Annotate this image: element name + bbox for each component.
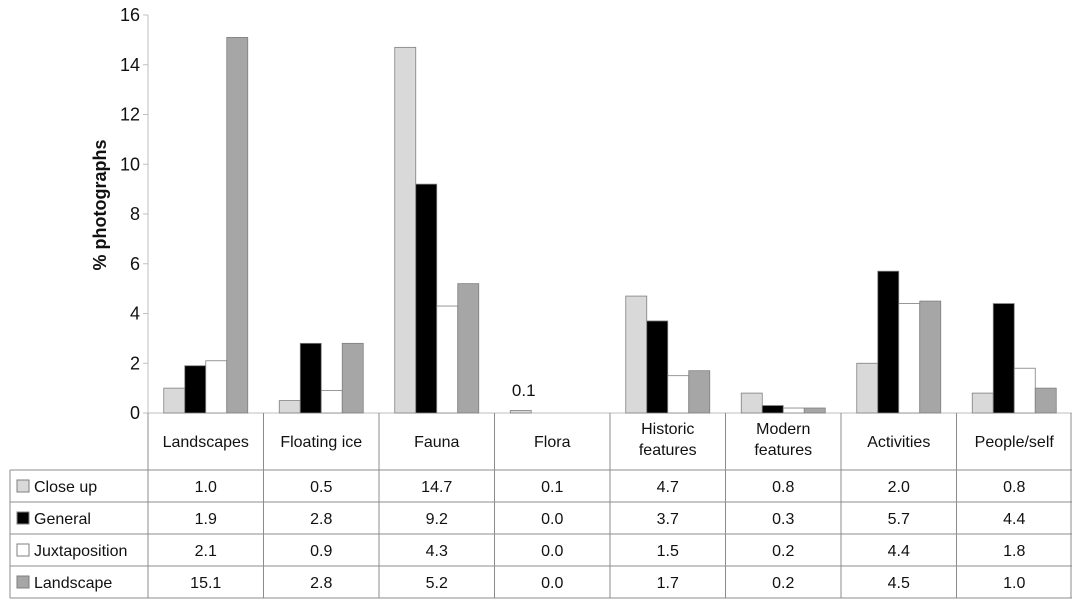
bar-general-modern-features	[761, 405, 784, 414]
legend-swatch	[16, 511, 30, 525]
table-cell: 0.0	[541, 511, 563, 528]
category-label: People/self	[975, 434, 1055, 451]
table-cell: 5.7	[888, 511, 910, 528]
table-cell: 4.7	[657, 479, 679, 496]
bar-juxtaposition-historic-features	[667, 375, 690, 414]
table-cell: 1.7	[657, 575, 679, 592]
y-tick-label: 8	[130, 204, 140, 224]
table-cell: 0.3	[772, 511, 794, 528]
bar-general-historic-features	[646, 320, 669, 414]
bar-juxtaposition-floating-ice	[320, 390, 343, 414]
table-cell: 1.0	[1003, 575, 1025, 592]
table-cell: 4.4	[888, 543, 910, 560]
table-cell: 0.2	[772, 543, 794, 560]
table-cell: 0.8	[772, 479, 794, 496]
y-tick-label: 10	[120, 154, 140, 174]
category-label: Modern features	[754, 421, 812, 459]
bar-general-floating-ice	[299, 342, 322, 414]
table-cell: 4.3	[426, 543, 448, 560]
legend-label: Landscape	[34, 575, 112, 592]
bar-juxtaposition-landscapes	[205, 360, 228, 414]
bar-landscape-historic-features	[688, 370, 711, 414]
table-cell: 1.8	[1003, 543, 1025, 560]
bars	[163, 36, 1057, 414]
bar-landscape-modern-features	[803, 407, 826, 414]
category-label: Fauna	[414, 434, 459, 451]
bar-juxtaposition-fauna	[436, 305, 459, 414]
legend-swatch	[16, 479, 30, 493]
bar-close-up-flora	[509, 410, 532, 414]
legend-swatch	[16, 575, 30, 589]
table-cell: 0.0	[541, 575, 563, 592]
y-tick-label: 4	[130, 304, 140, 324]
table-cell: 0.2	[772, 575, 794, 592]
legend-label: Juxtaposition	[34, 543, 127, 560]
bar-close-up-people-self	[971, 392, 994, 414]
annotations: 0.1	[512, 381, 536, 400]
bar-juxtaposition-activities	[898, 303, 921, 414]
table-cell: 2.8	[310, 575, 332, 592]
bar-close-up-landscapes	[163, 387, 186, 414]
table-cell: 0.0	[541, 543, 563, 560]
table-cell: 1.9	[195, 511, 217, 528]
bar-close-up-floating-ice	[278, 400, 301, 414]
y-tick-label: 2	[130, 353, 140, 373]
y-tick-label: 0	[130, 403, 140, 423]
category-label: Flora	[534, 434, 571, 451]
table-cell: 0.1	[541, 479, 563, 496]
legend-label: General	[34, 511, 91, 528]
y-axis-label: % photographs	[90, 140, 110, 271]
y-tick-label: 16	[120, 5, 140, 25]
legend-swatch	[16, 543, 30, 557]
data-table: Landscapes Floating ice Fauna Flora Historic…	[9, 413, 1072, 599]
bar-close-up-activities	[856, 362, 879, 414]
table-cell: 9.2	[426, 511, 448, 528]
table-cell: 4.5	[888, 575, 910, 592]
table-cell: 1.5	[657, 543, 679, 560]
table-cell: 15.1	[190, 575, 221, 592]
table-cell: 0.8	[1003, 479, 1025, 496]
table-cell: 2.1	[195, 543, 217, 560]
table-cell: 0.9	[310, 543, 332, 560]
y-tick-label: 14	[120, 55, 140, 75]
bar-landscape-floating-ice	[341, 342, 364, 414]
bar-close-up-historic-features	[625, 295, 648, 414]
category-label: Historic features	[639, 421, 697, 459]
table-cell: 2.0	[888, 479, 910, 496]
bar-close-up-modern-features	[740, 392, 763, 414]
category-label: Activities	[867, 434, 930, 451]
category-label: Landscapes	[163, 434, 249, 451]
bar-landscape-fauna	[457, 283, 480, 414]
table-cell: 0.5	[310, 479, 332, 496]
legend-label: Close up	[34, 479, 97, 496]
bar-juxtaposition-people-self	[1013, 367, 1036, 414]
bar-landscape-landscapes	[226, 36, 249, 414]
table-cell: 4.4	[1003, 511, 1025, 528]
y-tick-label: 6	[130, 254, 140, 274]
bar-general-fauna	[415, 183, 438, 414]
category-label: Floating ice	[280, 434, 362, 451]
bar-general-people-self	[992, 303, 1015, 414]
bar-juxtaposition-modern-features	[782, 407, 805, 414]
bar-landscape-activities	[919, 300, 942, 414]
annotation-label: 0.1	[512, 381, 536, 400]
bar-close-up-fauna	[394, 46, 417, 414]
table-cell: 14.7	[421, 479, 452, 496]
y-tick-label: 12	[120, 105, 140, 125]
table-cell: 3.7	[657, 511, 679, 528]
bar-general-activities	[877, 270, 900, 414]
table-cell: 1.0	[195, 479, 217, 496]
table-cell: 2.8	[310, 511, 332, 528]
bar-landscape-people-self	[1034, 387, 1057, 414]
bar-general-landscapes	[184, 365, 207, 414]
table-cell: 5.2	[426, 575, 448, 592]
